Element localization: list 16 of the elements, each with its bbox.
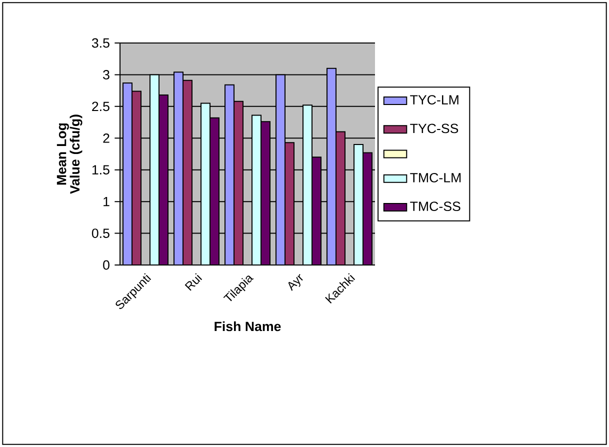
- x-tick-label: Ayr: [288, 274, 303, 291]
- y-tick-label: 0: [103, 260, 110, 270]
- y-tick-label: 1.5: [92, 165, 110, 175]
- y-tick-label: 2.5: [92, 102, 110, 112]
- y-tick-label: 2: [103, 133, 110, 143]
- y-tick-label: 3: [103, 70, 110, 80]
- x-tick-label: Rui: [184, 273, 202, 291]
- y-tick-label: 3.5: [92, 38, 110, 48]
- y-tick-label: 1: [104, 196, 110, 206]
- legend-label: TYC-SS: [410, 124, 458, 134]
- y-tick-label: 0.5: [92, 228, 110, 238]
- legend-label: TMC-SS: [410, 202, 460, 212]
- legend-label: TMC-LM: [410, 172, 461, 182]
- x-axis-title: Fish Name: [214, 321, 281, 332]
- y-axis-title: Mean Log Value (cfu/g): [56, 114, 82, 194]
- legend-label: TYC-LM: [410, 95, 458, 105]
